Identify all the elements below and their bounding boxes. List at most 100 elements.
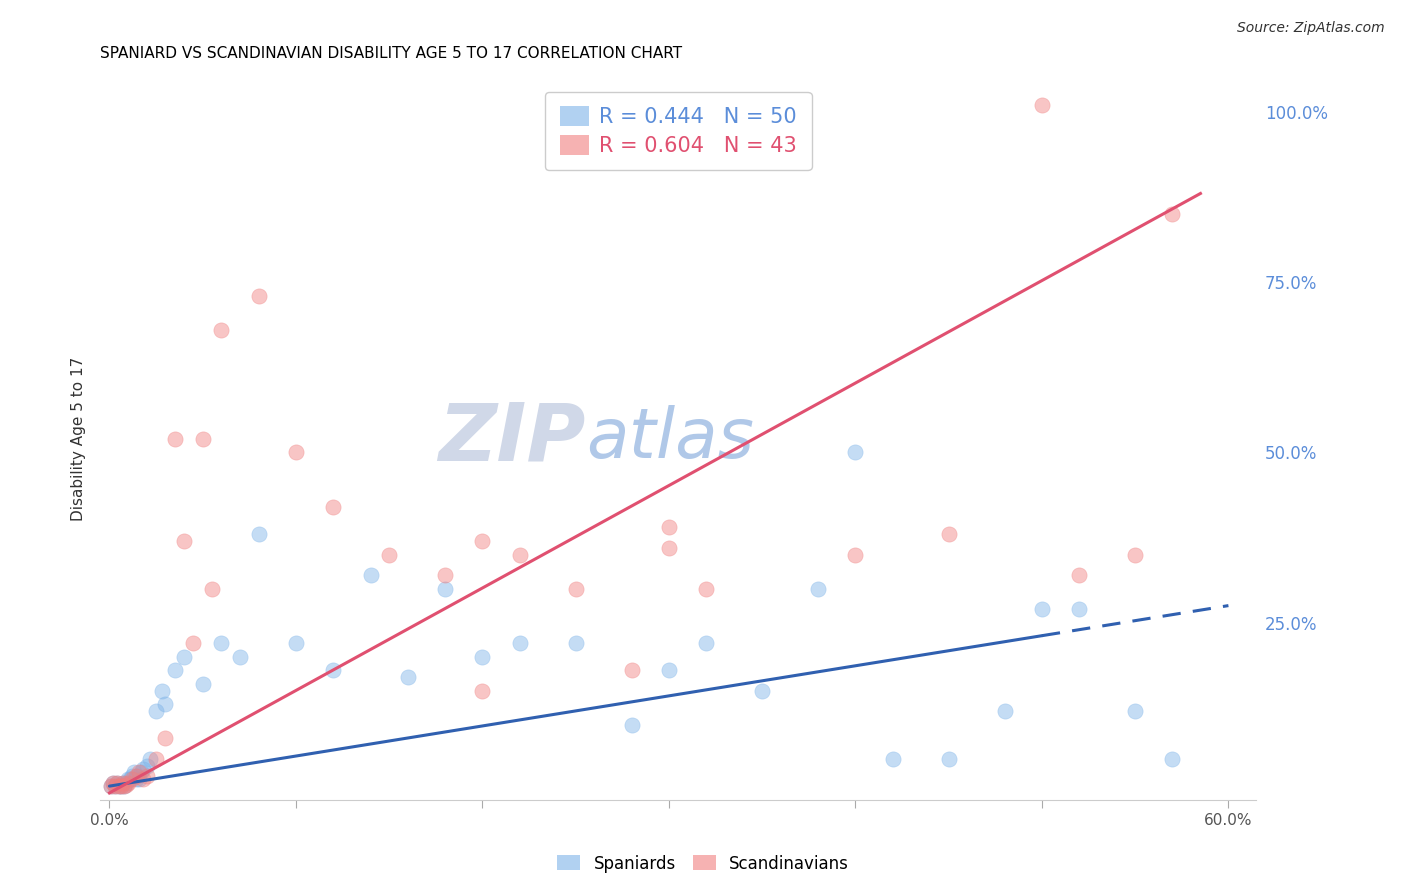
- Point: [103, 775, 125, 789]
- Point: [183, 636, 205, 650]
- Point: [155, 698, 177, 712]
- Legend: R = 0.444   N = 50, R = 0.604   N = 43: R = 0.444 N = 50, R = 0.604 N = 43: [546, 92, 811, 170]
- Point: [173, 533, 195, 548]
- Point: [1069, 568, 1091, 582]
- Point: [150, 683, 173, 698]
- Point: [115, 775, 138, 789]
- Point: [121, 772, 143, 787]
- Point: [844, 445, 866, 459]
- Point: [1031, 98, 1053, 112]
- Point: [115, 778, 138, 792]
- Text: ZIP: ZIP: [439, 400, 586, 478]
- Point: [163, 663, 186, 677]
- Point: [105, 775, 128, 789]
- Point: [1123, 704, 1146, 718]
- Point: [128, 765, 150, 780]
- Point: [112, 779, 135, 793]
- Point: [129, 765, 152, 780]
- Point: [322, 663, 344, 677]
- Point: [396, 670, 419, 684]
- Point: [1161, 207, 1184, 221]
- Point: [751, 104, 773, 119]
- Point: [145, 704, 167, 718]
- Point: [471, 533, 494, 548]
- Point: [564, 582, 586, 596]
- Point: [173, 649, 195, 664]
- Point: [751, 683, 773, 698]
- Point: [104, 779, 127, 793]
- Point: [247, 527, 270, 541]
- Point: [1161, 752, 1184, 766]
- Point: [509, 548, 531, 562]
- Point: [471, 649, 494, 664]
- Point: [209, 323, 232, 337]
- Point: [135, 769, 157, 783]
- Point: [127, 769, 149, 783]
- Point: [103, 775, 125, 789]
- Point: [509, 636, 531, 650]
- Point: [100, 779, 122, 793]
- Point: [124, 772, 146, 787]
- Point: [118, 772, 141, 787]
- Point: [163, 432, 186, 446]
- Point: [124, 769, 146, 783]
- Point: [471, 683, 494, 698]
- Point: [107, 779, 129, 793]
- Text: SPANIARD VS SCANDINAVIAN DISABILITY AGE 5 TO 17 CORRELATION CHART: SPANIARD VS SCANDINAVIAN DISABILITY AGE …: [100, 46, 682, 62]
- Point: [658, 663, 681, 677]
- Point: [121, 769, 143, 783]
- Point: [100, 779, 122, 793]
- Point: [104, 779, 127, 793]
- Point: [191, 677, 214, 691]
- Point: [135, 758, 157, 772]
- Point: [201, 582, 224, 596]
- Point: [938, 752, 960, 766]
- Point: [695, 582, 717, 596]
- Point: [107, 779, 129, 793]
- Point: [378, 548, 401, 562]
- Point: [938, 527, 960, 541]
- Point: [620, 718, 643, 732]
- Point: [658, 541, 681, 555]
- Point: [564, 636, 586, 650]
- Point: [844, 548, 866, 562]
- Point: [322, 500, 344, 514]
- Y-axis label: Disability Age 5 to 17: Disability Age 5 to 17: [72, 357, 86, 521]
- Text: Source: ZipAtlas.com: Source: ZipAtlas.com: [1237, 21, 1385, 36]
- Point: [122, 765, 145, 780]
- Point: [434, 568, 457, 582]
- Point: [128, 772, 150, 787]
- Point: [139, 752, 162, 766]
- Point: [247, 288, 270, 302]
- Point: [1069, 602, 1091, 616]
- Point: [111, 775, 134, 789]
- Point: [434, 582, 457, 596]
- Point: [191, 432, 214, 446]
- Point: [111, 775, 134, 789]
- Point: [117, 775, 139, 789]
- Point: [284, 445, 307, 459]
- Point: [1123, 548, 1146, 562]
- Point: [807, 582, 830, 596]
- Point: [155, 731, 177, 746]
- Point: [229, 649, 252, 664]
- Point: [110, 779, 132, 793]
- Point: [110, 779, 132, 793]
- Point: [117, 772, 139, 787]
- Point: [284, 636, 307, 650]
- Text: atlas: atlas: [586, 405, 754, 472]
- Point: [658, 520, 681, 534]
- Point: [1031, 602, 1053, 616]
- Point: [882, 752, 904, 766]
- Point: [209, 636, 232, 650]
- Point: [360, 568, 382, 582]
- Point: [145, 752, 167, 766]
- Legend: Spaniards, Scandinavians: Spaniards, Scandinavians: [550, 848, 856, 880]
- Point: [105, 775, 128, 789]
- Point: [994, 704, 1017, 718]
- Point: [695, 636, 717, 650]
- Point: [620, 663, 643, 677]
- Point: [132, 772, 155, 787]
- Point: [112, 779, 135, 793]
- Point: [132, 762, 155, 776]
